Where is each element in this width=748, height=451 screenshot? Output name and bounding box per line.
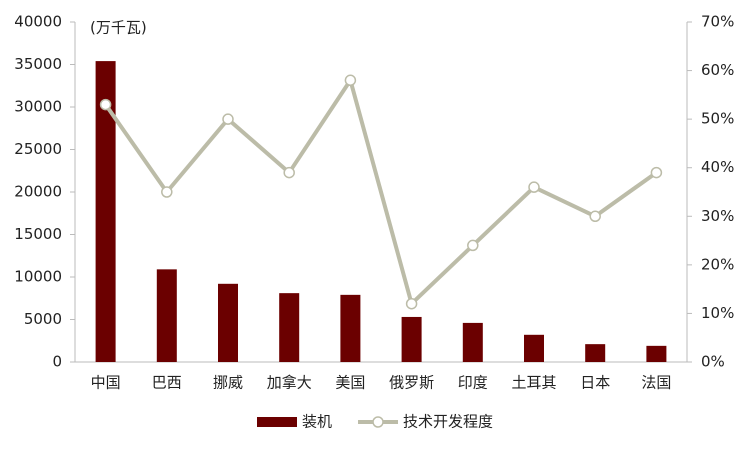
legend-label: 装机 — [302, 413, 332, 431]
bar — [95, 61, 116, 362]
y-tick-label: 40000 — [14, 13, 62, 31]
y-tick-label: 30000 — [14, 98, 62, 116]
bar — [340, 294, 361, 362]
y2-tick-label: 0% — [701, 353, 725, 371]
y-tick-label: 20000 — [14, 183, 62, 201]
marker — [589, 210, 601, 223]
y-tick-label: 35000 — [14, 55, 62, 73]
y2-tick-label: 50% — [701, 110, 734, 128]
y-tick-label: 5000 — [24, 310, 62, 328]
bar — [585, 344, 606, 362]
x-tick-label: 加拿大 — [267, 374, 312, 392]
legend-swatch — [257, 417, 297, 427]
legend-marker — [372, 416, 384, 428]
y-tick-label: 10000 — [14, 268, 62, 286]
y-tick-label: 0 — [52, 353, 62, 371]
marker — [344, 74, 357, 87]
unit-label: (万千瓦) — [90, 19, 147, 37]
x-tick-label: 法国 — [641, 374, 671, 392]
x-tick-label: 挪威 — [213, 374, 243, 392]
y2-tick-label: 40% — [701, 158, 734, 176]
legend-label: 技术开发程度 — [403, 413, 493, 431]
x-tick-label: 美国 — [335, 374, 365, 392]
marker — [99, 98, 112, 111]
bar — [462, 322, 483, 362]
x-tick-label: 日本 — [580, 374, 610, 392]
bar — [401, 316, 422, 362]
x-tick-label: 土耳其 — [511, 374, 556, 392]
bar — [524, 334, 544, 362]
bar — [156, 269, 177, 362]
x-tick-label: 俄罗斯 — [389, 374, 434, 392]
marker — [467, 239, 479, 252]
bar — [646, 345, 667, 362]
y2-tick-label: 20% — [701, 255, 734, 273]
y2-tick-label: 70% — [701, 13, 734, 31]
y-tick-label: 25000 — [14, 140, 62, 158]
line — [103, 78, 658, 306]
marker — [222, 113, 234, 125]
y2-tick-label: 60% — [701, 61, 734, 79]
x-tick-label: 巴西 — [152, 374, 182, 392]
marker — [405, 297, 418, 310]
bar — [218, 283, 238, 362]
y2-tick-label: 30% — [701, 207, 734, 225]
marker — [650, 166, 663, 179]
marker — [283, 166, 295, 179]
y-tick-label: 15000 — [14, 225, 62, 243]
x-tick-label: 印度 — [458, 374, 488, 392]
bar — [279, 293, 300, 362]
x-tick-label: 中国 — [91, 374, 121, 392]
marker — [528, 181, 540, 193]
marker — [161, 186, 173, 198]
y2-tick-label: 10% — [701, 304, 734, 322]
